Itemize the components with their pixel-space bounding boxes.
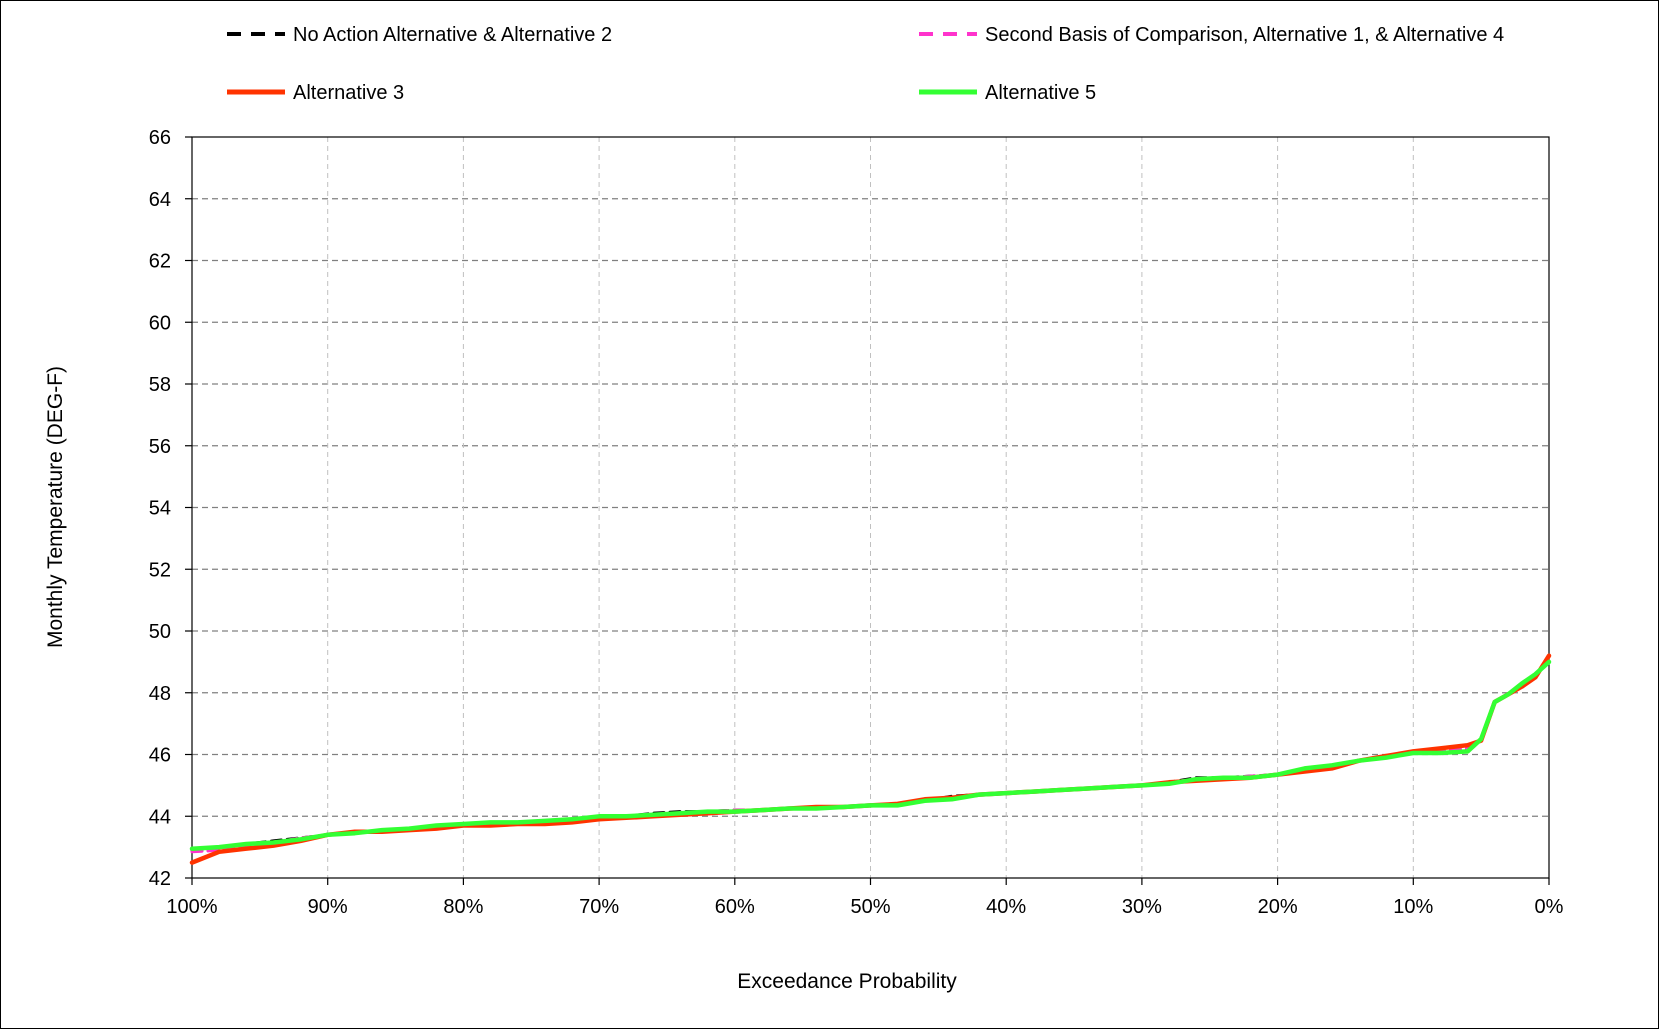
- x-axis: 100% 90% 80% 70% 60% 50% 40% 30% 20% 10% 0%: [166, 878, 1564, 918]
- y-tick-label: 60: [149, 312, 171, 334]
- y-tick-label: 42: [149, 868, 171, 890]
- legend-label-alternative-5: Alternative 5: [985, 82, 1096, 104]
- legend: No Action Alternative & Alternative 2 Se…: [227, 24, 1504, 104]
- gridlines: [192, 137, 1549, 878]
- legend-item-no-action: No Action Alternative & Alternative 2: [227, 24, 612, 46]
- legend-label-no-action: No Action Alternative & Alternative 2: [293, 24, 612, 46]
- y-tick-label: 62: [149, 251, 171, 273]
- x-tick-label: 60%: [715, 896, 755, 918]
- x-tick-label: 70%: [579, 896, 619, 918]
- x-axis-title: Exceedance Probability: [737, 970, 957, 993]
- x-tick-label: 90%: [308, 896, 348, 918]
- y-axis: 42 44 46 48 50 52 54 56 58 60 62 64 66: [149, 127, 192, 890]
- x-tick-label: 20%: [1258, 896, 1298, 918]
- y-tick-label: 52: [149, 559, 171, 581]
- x-tick-label: 30%: [1122, 896, 1162, 918]
- x-tick-label: 80%: [443, 896, 483, 918]
- legend-item-alternative-5: Alternative 5: [919, 82, 1096, 104]
- x-tick-label: 10%: [1393, 896, 1433, 918]
- legend-label-second-basis: Second Basis of Comparison, Alternative …: [985, 24, 1504, 46]
- series-layer: [189, 653, 1552, 865]
- series-line-3: [189, 659, 1552, 851]
- y-tick-label: 64: [149, 189, 171, 211]
- x-tick-label: 0%: [1535, 896, 1564, 918]
- x-tick-label: 100%: [166, 896, 217, 918]
- y-tick-label: 50: [149, 621, 171, 643]
- x-tick-label: 50%: [850, 896, 890, 918]
- x-tick-label: 40%: [986, 896, 1026, 918]
- y-tick-label: 56: [149, 436, 171, 458]
- y-tick-label: 48: [149, 683, 171, 705]
- legend-item-second-basis: Second Basis of Comparison, Alternative …: [919, 24, 1504, 46]
- y-tick-label: 46: [149, 745, 171, 767]
- legend-label-alternative-3: Alternative 3: [293, 82, 404, 104]
- y-tick-label: 54: [149, 498, 171, 520]
- y-axis-title: Monthly Temperature (DEG-F): [44, 366, 67, 648]
- y-tick-label: 58: [149, 374, 171, 396]
- y-tick-label: 44: [149, 806, 171, 828]
- y-tick-label: 66: [149, 127, 171, 149]
- legend-item-alternative-3: Alternative 3: [227, 82, 404, 104]
